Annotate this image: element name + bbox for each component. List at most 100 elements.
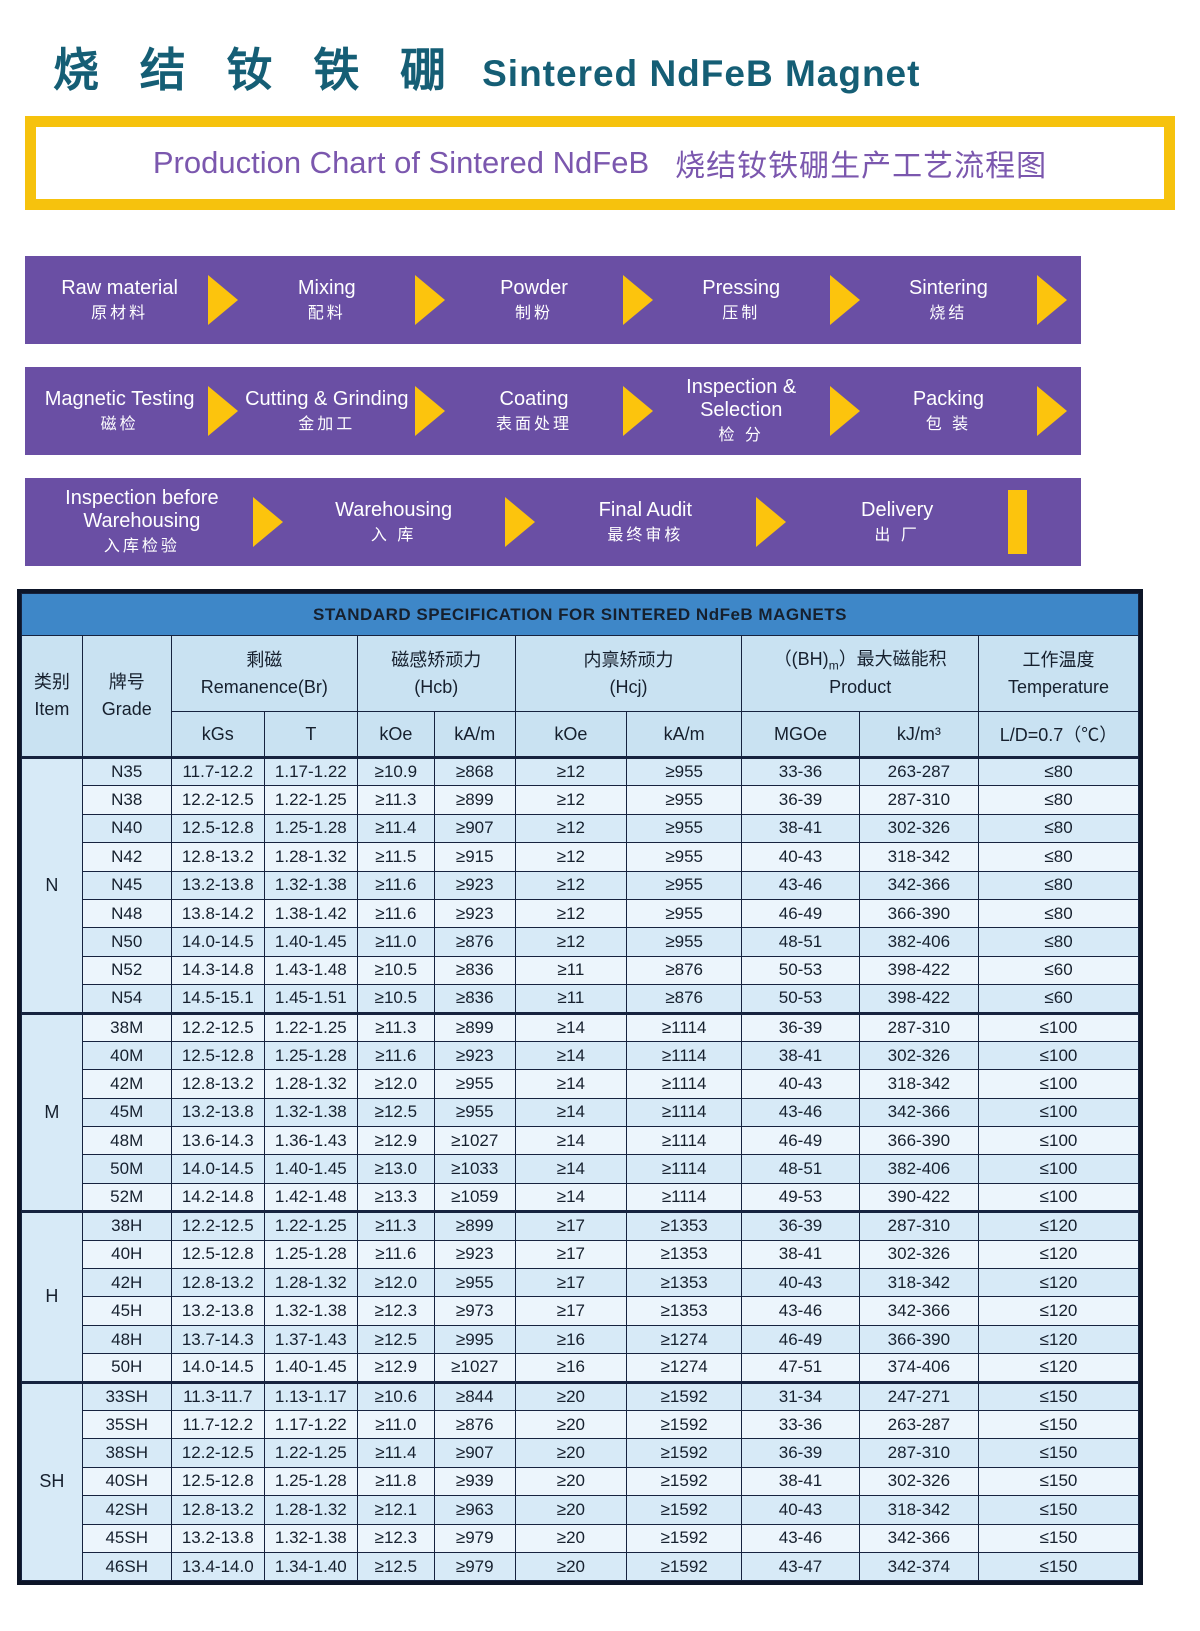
value-cell: ≤150	[978, 1551, 1139, 1582]
table-title: STANDARD SPECIFICATION FOR SINTERED NdFe…	[21, 593, 1139, 636]
value-cell: ≥14	[514, 1069, 628, 1099]
value-cell: 382-406	[858, 927, 980, 957]
col-header-remanence-en: Remanence(Br)	[200, 676, 328, 697]
col-header-remanence-zh: 剩磁	[246, 649, 283, 670]
page-title-en: Sintered NdFeB Magnet	[482, 53, 921, 94]
flow-step-label-zh: 出 厂	[874, 526, 920, 544]
value-cell: 1.36-1.43	[263, 1126, 358, 1156]
value-cell: 287-310	[858, 1438, 980, 1468]
arrow-right-icon	[208, 275, 239, 325]
value-cell: ≥1033	[433, 1154, 516, 1184]
value-cell: ≥923	[433, 898, 516, 929]
value-cell: ≥16	[514, 1324, 628, 1355]
value-cell: ≥11.4	[356, 1438, 435, 1468]
value-cell: 1.22-1.25	[263, 1011, 358, 1042]
banner-title-zh: 烧结钕铁硼生产工艺流程图	[675, 150, 1048, 183]
flow-step-label-en: Warehousing	[335, 498, 453, 521]
value-cell: ≥20	[514, 1409, 628, 1440]
arrow-right-icon	[415, 275, 446, 325]
value-cell: 1.28-1.32	[263, 1268, 358, 1298]
value-cell: ≥10.6	[356, 1380, 435, 1411]
value-cell: ≤120	[978, 1210, 1139, 1241]
value-cell: ≤100	[978, 1097, 1139, 1128]
flow-step-label-zh: 检 分	[718, 427, 764, 445]
item-group-cell: H	[21, 1210, 83, 1383]
value-cell: 43-46	[741, 1523, 860, 1553]
bh-suffix: ）最大磁能积	[838, 648, 947, 669]
value-cell: ≥20	[514, 1438, 628, 1468]
value-cell: 1.28-1.32	[263, 1495, 358, 1525]
table-row: 38SH 12.2-12.5 1.22-1.25 ≥11.4 ≥907 ≥20 ≥1592 3…	[22, 1438, 1139, 1468]
unit-kam-hcb: kA/m	[433, 711, 516, 758]
value-cell: 366-390	[858, 1126, 980, 1156]
value-cell: ≥979	[433, 1551, 516, 1582]
table-row: N52 14.3-14.8 1.43-1.48 ≥10.5 ≥836 ≥11 ≥876 50-…	[22, 955, 1139, 986]
table-row: 48H 13.7-14.3 1.37-1.43 ≥12.5 ≥995 ≥16 ≥1274 46…	[22, 1324, 1139, 1355]
flow-step-label-en: Inspection & Selection	[686, 376, 797, 422]
value-cell: 48-51	[741, 1154, 860, 1184]
value-cell: ≥1114	[625, 1097, 743, 1128]
table-row: 40SH 12.5-12.8 1.25-1.28 ≥11.8 ≥939 ≥20 ≥1592 3…	[22, 1466, 1139, 1497]
table-row: N42 12.8-13.2 1.28-1.32 ≥11.5 ≥915 ≥12 ≥955 40-…	[22, 842, 1139, 872]
value-cell: ≥11.8	[356, 1466, 435, 1497]
value-cell: 1.28-1.32	[263, 842, 358, 872]
value-cell: ≥1274	[625, 1353, 743, 1383]
value-cell: 12.8-13.2	[170, 1495, 265, 1525]
value-cell: ≥923	[433, 1040, 516, 1071]
value-cell: ≥973	[433, 1296, 516, 1326]
value-cell: ≥11.3	[356, 785, 435, 815]
grade-cell: N45	[81, 870, 172, 900]
flow-step: Magnetic Testing 磁检	[31, 388, 208, 434]
value-cell: 38-41	[741, 1040, 860, 1071]
value-cell: ≥12.5	[356, 1097, 435, 1128]
table-row: N50 14.0-14.5 1.40-1.45 ≥11.0 ≥876 ≥12 ≥955 48-…	[22, 927, 1139, 957]
flow-step-label-en: Mixing	[297, 276, 356, 299]
value-cell: ≥1592	[625, 1409, 743, 1440]
grade-cell: 52M	[81, 1182, 172, 1213]
spec-table: STANDARD SPECIFICATION FOR SINTERED NdFe…	[21, 593, 1139, 1582]
value-cell: ≥899	[433, 1210, 516, 1241]
flow-step: Delivery 出 厂	[786, 499, 1008, 545]
flow-step: Pressing 压制	[653, 277, 830, 323]
value-cell: 1.40-1.45	[263, 1353, 358, 1383]
arrow-right-icon	[415, 386, 446, 436]
value-cell: ≤120	[978, 1324, 1139, 1355]
flow-step-label-zh: 烧结	[929, 304, 968, 322]
flow-step-label-zh: 表面处理	[496, 415, 573, 433]
value-cell: ≥963	[433, 1495, 516, 1525]
value-cell: ≥12	[514, 870, 628, 900]
grade-cell: 48H	[81, 1324, 172, 1355]
table-row: N45 13.2-13.8 1.32-1.38 ≥11.6 ≥923 ≥12 ≥955 43-…	[22, 870, 1139, 900]
arrow-right-icon	[622, 275, 653, 325]
bh-prefix: （(BH)	[773, 648, 829, 669]
grade-cell: 50M	[81, 1154, 172, 1184]
value-cell: 33-36	[741, 755, 860, 787]
value-cell: ≤100	[978, 1182, 1139, 1213]
table-row: 50M 14.0-14.5 1.40-1.45 ≥13.0 ≥1033 ≥14 ≥1114 4…	[22, 1154, 1139, 1184]
value-cell: ≥1353	[625, 1296, 743, 1326]
value-cell: 342-366	[858, 870, 980, 900]
flow-step-label-zh: 包 装	[925, 415, 972, 433]
grade-cell: 38H	[81, 1210, 172, 1241]
value-cell: ≤100	[978, 1040, 1139, 1071]
value-cell: 31-34	[741, 1380, 860, 1411]
flow-step: Inspection & Selection 检 分	[653, 376, 830, 445]
value-cell: ≥12	[514, 842, 628, 872]
value-cell: 14.0-14.5	[170, 927, 265, 957]
value-cell: 1.40-1.45	[263, 927, 358, 957]
unit-ld-temp: L/D=0.7（℃）	[978, 711, 1139, 758]
value-cell: ≤150	[978, 1466, 1139, 1497]
value-cell: 13.7-14.3	[170, 1324, 265, 1355]
value-cell: ≥955	[625, 898, 743, 929]
value-cell: ≥11	[514, 955, 628, 986]
arrow-right-icon	[1037, 275, 1068, 325]
value-cell: 43-47	[741, 1551, 860, 1582]
flow-step-label-en: Delivery	[861, 498, 934, 521]
value-cell: ≥12	[514, 898, 628, 929]
value-cell: 302-326	[858, 1466, 980, 1497]
value-cell: 38-41	[741, 813, 860, 844]
value-cell: ≥13.3	[356, 1182, 435, 1213]
flow-step: Packing 包 装	[860, 388, 1037, 434]
flow-row-1: Raw material 原材料 Mixing 配料 Powder 制粉 Pressing 压…	[25, 256, 1081, 344]
col-header-hcj-en: (Hcj)	[609, 676, 648, 697]
